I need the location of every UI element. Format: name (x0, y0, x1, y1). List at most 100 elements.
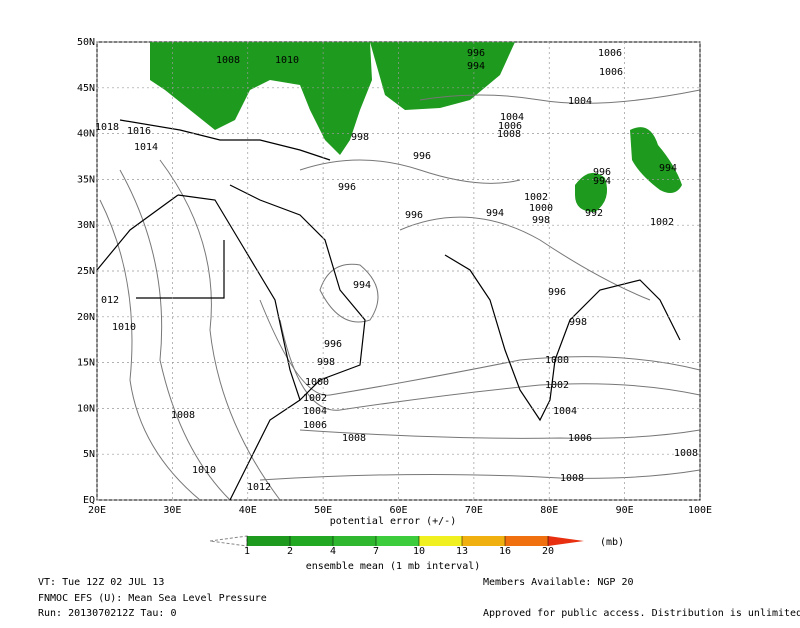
colorbar-segment (376, 536, 419, 546)
error-area (630, 127, 682, 194)
lon-label: 40E (239, 505, 257, 516)
colorbar-subtitle: ensemble mean (1 mb interval) (306, 561, 481, 572)
lat-label: 10N (77, 403, 95, 414)
lat-label: 50N (77, 37, 95, 48)
contour-label: 998 (569, 317, 587, 328)
lat-label: 45N (77, 83, 95, 94)
contour (319, 263, 379, 323)
colorbar-segment (290, 536, 333, 546)
contour-label: 996 (413, 151, 431, 162)
contour-label: 1002 (303, 393, 327, 404)
contour-label: 1004 (568, 96, 592, 107)
contour-label: 996 (593, 167, 611, 178)
lat-label: 35N (77, 174, 95, 185)
coastline (444, 254, 681, 422)
contour-label: 1006 (568, 433, 592, 444)
contour-label: 1008 (497, 129, 521, 140)
contour-label: 1004 (303, 406, 327, 417)
contour-label: 996 (324, 339, 342, 350)
contour-label: 994 (353, 280, 371, 291)
colorbar-label: 2 (287, 546, 293, 557)
lon-label: 80E (540, 505, 558, 516)
lon-label: 70E (465, 505, 483, 516)
contour-label: 998 (351, 132, 369, 143)
contour-label: 1012 (247, 482, 271, 493)
contour-label: 1010 (192, 465, 216, 476)
coastline (96, 194, 179, 271)
contour-label: 1008 (342, 433, 366, 444)
lat-label: 40N (77, 129, 95, 140)
notice: Approved for public access. Distribution… (483, 608, 800, 619)
contour (419, 89, 701, 104)
contour (299, 159, 521, 184)
lat-label: 25N (77, 266, 95, 277)
colorbar-label: 4 (330, 546, 336, 557)
contour-label: 1002 (545, 380, 569, 391)
product: FNMOC EFS (U): Mean Sea Level Pressure (38, 593, 267, 604)
lat-label: 5N (83, 449, 95, 460)
lon-label: 50E (314, 505, 332, 516)
colorbar-label: 7 (373, 546, 379, 557)
lat-label: EQ (83, 495, 95, 506)
colorbar-high-end (548, 536, 584, 546)
colorbar-low-end (209, 535, 248, 547)
lon-label: 30E (163, 505, 181, 516)
contour (259, 299, 701, 396)
contour (159, 159, 281, 501)
contour (299, 429, 701, 439)
colorbar-title: potential error (+/-) (330, 516, 456, 527)
colorbar-segment (247, 536, 290, 546)
lon-label: 20E (88, 505, 106, 516)
error-area (150, 42, 372, 155)
contour-label: 1002 (524, 192, 548, 203)
contour-label: 1000 (529, 203, 553, 214)
colorbar-label: 10 (413, 546, 425, 557)
lon-label: 90E (616, 505, 634, 516)
contour-label: 1008 (171, 410, 195, 421)
colorbar-segment (462, 536, 505, 546)
lat-label: 15N (77, 358, 95, 369)
colorbar-segment (505, 536, 548, 546)
colorbar: potential error (+/-) (mb) ensemble mean… (209, 516, 624, 572)
contour-label: 996 (467, 48, 485, 59)
contour-label: 994 (593, 176, 611, 187)
contour-label: 1000 (545, 355, 569, 366)
contour-label: 996 (405, 210, 423, 221)
error-area (575, 172, 608, 212)
contour-label: 1018 (95, 122, 119, 133)
contour-label: 1006 (303, 420, 327, 431)
colorbar-segment (419, 536, 462, 546)
contour-label: 992 (585, 208, 603, 219)
members: Members Available: NGP 20 (483, 577, 634, 588)
contour-label: 1004 (500, 112, 524, 123)
contour (259, 469, 701, 481)
error-area (370, 42, 515, 110)
contour-label: 996 (548, 287, 566, 298)
contour-label: 1010 (275, 55, 299, 66)
lon-label: 60E (389, 505, 407, 516)
contour-label: 994 (659, 163, 677, 174)
contour-label: 1004 (553, 406, 577, 417)
border (136, 240, 225, 299)
contour-label: 998 (317, 357, 335, 368)
lon-label: 100E (688, 505, 712, 516)
coastline (119, 119, 331, 161)
contour-label: 1000 (305, 377, 329, 388)
contour (99, 199, 201, 501)
colorbar-label: 20 (542, 546, 554, 557)
lat-label: 30N (77, 220, 95, 231)
contour-label: 1008 (674, 448, 698, 459)
contour-label: 994 (486, 208, 504, 219)
colorbar-segment (333, 536, 376, 546)
colorbar-unit: (mb) (600, 537, 624, 548)
coastline (229, 399, 301, 501)
valid-time: VT: Tue 12Z 02 JUL 13 (38, 577, 164, 588)
lat-label: 20N (77, 312, 95, 323)
contour-label: 1010 (112, 322, 136, 333)
contour-label: 998 (532, 215, 550, 226)
contour (279, 319, 701, 411)
contour-label: 1014 (134, 142, 158, 153)
contour-label: 1016 (127, 126, 151, 137)
coastline (177, 184, 366, 402)
